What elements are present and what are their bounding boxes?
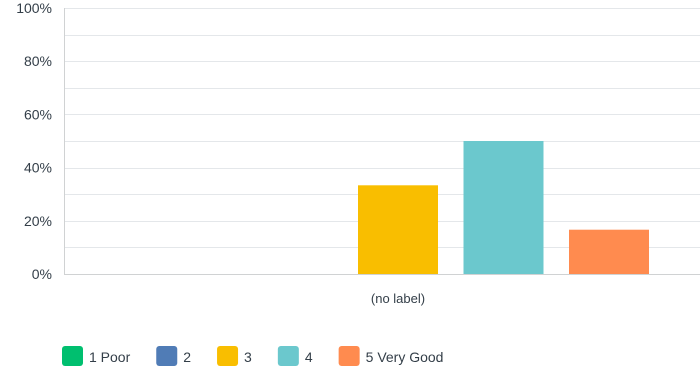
x-axis-category-labels: (no label) [371,291,425,306]
legend-item[interactable]: 5 Very Good [338,346,444,366]
legend: 1 Poor 2 3 4 5 Very Good [62,346,443,366]
y-tick-label: 100% [16,0,52,16]
y-tick-label: 20% [24,213,52,229]
legend-label: 3 [244,349,252,365]
legend-label: 4 [305,349,313,365]
legend-label: 5 Very Good [366,349,444,365]
bar-5-very-good[interactable] [569,229,649,274]
legend-item[interactable]: 4 [277,346,313,366]
legend-label: 2 [183,349,191,365]
legend-item[interactable]: 3 [217,346,252,366]
legend-item[interactable]: 2 [156,346,191,366]
legend-swatch [156,346,178,366]
legend-label: 1 Poor [89,349,131,365]
x-category-label: (no label) [371,291,425,306]
axes [64,8,700,275]
bar-3[interactable] [358,185,438,274]
legend-swatch [338,346,360,366]
y-tick-label: 40% [24,160,52,176]
legend-swatch [62,346,83,366]
y-axis-tick-labels: 0% 20% 40% 60% 80% 100% [16,0,52,282]
y-tick-label: 60% [24,106,52,122]
grid-lines [64,8,700,248]
legend-item[interactable]: 1 Poor [62,346,131,366]
legend-swatch [217,346,239,366]
bar-4[interactable] [463,141,544,274]
y-tick-label: 80% [24,53,52,69]
legend-swatch [277,346,299,366]
y-tick-label: 0% [32,266,52,282]
bars [358,141,649,274]
